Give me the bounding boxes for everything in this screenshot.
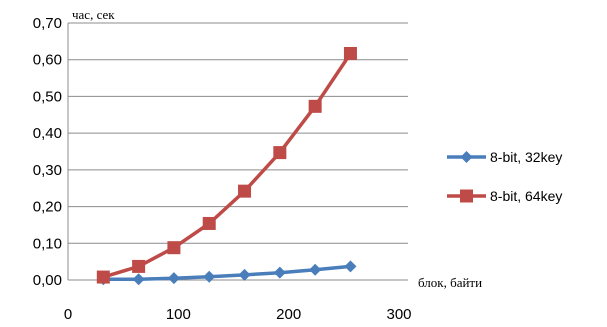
data-point xyxy=(167,241,181,255)
legend-entry: 8-bit, 32key xyxy=(447,149,562,165)
data-point xyxy=(202,216,216,230)
y-tick-label: 0,10 xyxy=(33,235,62,252)
x-tick-labels: 0 100 200 300 xyxy=(64,306,412,323)
data-point xyxy=(309,263,322,276)
x-tick-label: 200 xyxy=(276,306,301,323)
data-point xyxy=(132,259,146,273)
y-tick-label: 0,40 xyxy=(33,125,62,142)
legend: 8-bit, 32key 8-bit, 64key xyxy=(447,149,562,204)
x-tick-label: 300 xyxy=(386,306,411,323)
grid xyxy=(68,22,408,244)
series-line xyxy=(103,264,351,282)
data-point xyxy=(238,184,252,198)
y-tick-label: 0,30 xyxy=(33,162,62,179)
legend-label: 8-bit, 64key xyxy=(490,188,562,204)
data-point xyxy=(344,260,357,273)
series-layer xyxy=(96,46,357,286)
data-point xyxy=(343,46,357,60)
series-2 xyxy=(96,46,357,284)
data-point xyxy=(273,266,286,279)
x-tick-label: 100 xyxy=(166,306,191,323)
data-point xyxy=(308,99,322,113)
data-point xyxy=(167,272,180,285)
y-tick-label: 0,00 xyxy=(33,272,62,289)
x-axis-title: блок, байти xyxy=(418,275,482,290)
data-point xyxy=(238,268,251,281)
data-point xyxy=(273,146,287,160)
y-tick-labels: 0,00 0,10 0,20 0,30 0,40 0,50 0,60 0,70 xyxy=(33,15,62,289)
legend-label: 8-bit, 32key xyxy=(490,149,562,165)
y-tick-label: 0,70 xyxy=(33,15,62,32)
data-point xyxy=(203,270,216,283)
y-tick-label: 0,50 xyxy=(33,88,62,105)
y-tick-label: 0,60 xyxy=(33,52,62,69)
data-point xyxy=(132,273,145,286)
legend-marker xyxy=(460,151,473,163)
legend-entry: 8-bit, 64key xyxy=(447,188,562,204)
x-tick-label: 0 xyxy=(64,306,72,323)
y-axis-title: час, сек xyxy=(72,7,115,22)
axes xyxy=(67,23,408,281)
data-point xyxy=(96,270,110,284)
y-tick-label: 0,20 xyxy=(33,199,62,216)
legend-marker xyxy=(460,189,473,203)
